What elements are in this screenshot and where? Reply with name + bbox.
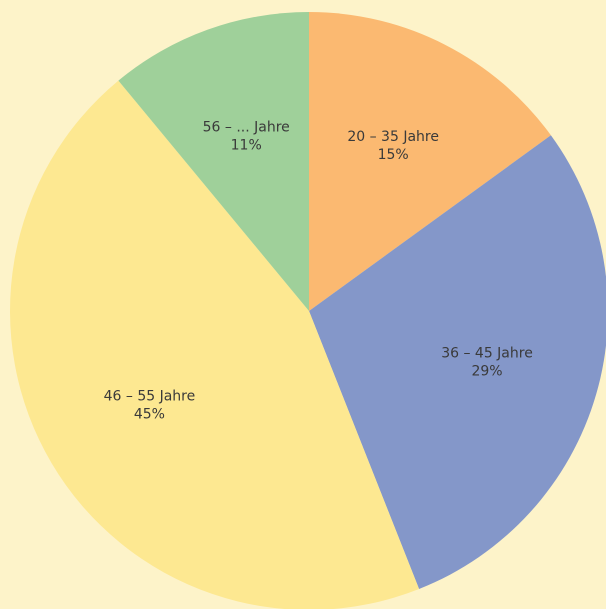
- pie-slice: [309, 12, 551, 311]
- slice-value-label: 29%: [471, 364, 502, 380]
- slice-value-label: 15%: [378, 147, 409, 163]
- slice-label: 56 – ... Jahre: [203, 120, 290, 136]
- slice-value-label: 11%: [231, 138, 262, 154]
- slice-value-label: 45%: [134, 406, 165, 422]
- slice-label: 46 – 55 Jahre: [104, 388, 196, 404]
- slice-label: 20 – 35 Jahre: [347, 129, 439, 145]
- pie-slice: [309, 135, 606, 590]
- pie-slice: [10, 80, 420, 609]
- pie-slice: [118, 12, 310, 311]
- slice-label: 36 – 45 Jahre: [441, 346, 533, 362]
